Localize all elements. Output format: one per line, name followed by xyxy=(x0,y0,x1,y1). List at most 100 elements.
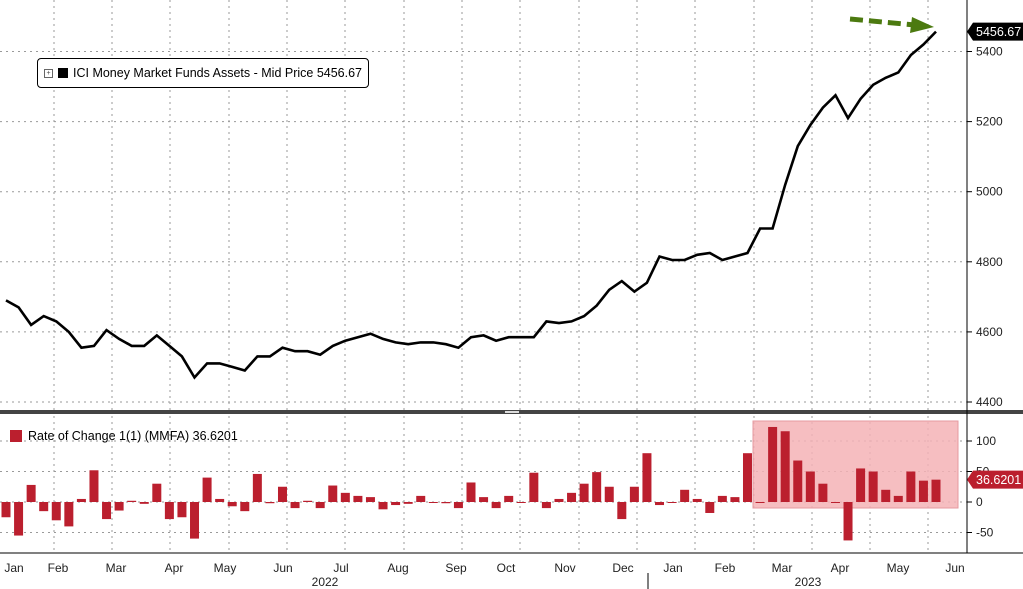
y-tick-label: 100 xyxy=(976,434,996,448)
line-swatch xyxy=(58,68,68,78)
roc-bar xyxy=(365,497,375,502)
roc-bar xyxy=(529,472,539,502)
upper-legend[interactable]: + ICI Money Market Funds Assets - Mid Pr… xyxy=(37,58,370,88)
roc-bar xyxy=(102,502,112,520)
roc-bars xyxy=(1,426,941,541)
x-tick-label: Nov xyxy=(554,561,575,575)
roc-bar xyxy=(742,453,752,502)
roc-bar xyxy=(856,468,866,502)
roc-bar xyxy=(830,502,840,503)
roc-bar xyxy=(466,482,476,502)
x-tick-label: Jun xyxy=(945,561,964,575)
roc-bar xyxy=(918,480,928,502)
roc-bar xyxy=(881,489,891,502)
roc-bar xyxy=(441,502,451,504)
y-tick-label: 5400 xyxy=(976,45,1003,59)
y-tick-label: 0 xyxy=(976,495,983,509)
roc-bar xyxy=(692,498,702,502)
x-tick-label: Dec xyxy=(612,561,633,575)
roc-bar xyxy=(240,502,250,512)
roc-bar xyxy=(504,495,514,502)
roc-bar xyxy=(190,502,200,539)
y-tick-label: 4800 xyxy=(976,255,1003,269)
roc-bar xyxy=(290,502,300,509)
roc-bar xyxy=(1,502,11,518)
x-tick-label: Jan xyxy=(4,561,23,575)
upper-legend-text: ICI Money Market Funds Assets - Mid Pric… xyxy=(73,66,363,80)
roc-bar xyxy=(655,502,665,506)
arrow-shaft xyxy=(849,16,916,28)
roc-bar xyxy=(227,502,237,507)
upper-grid xyxy=(0,0,967,410)
roc-bar xyxy=(127,500,137,502)
roc-bar xyxy=(843,502,853,541)
roc-bar xyxy=(717,495,727,502)
roc-bar xyxy=(667,502,677,503)
roc-bar xyxy=(303,500,313,502)
x-tick-label: Apr xyxy=(165,561,184,575)
roc-bar xyxy=(793,460,803,502)
arrow-head xyxy=(910,17,934,33)
y-tick-label: 4400 xyxy=(976,395,1003,409)
lower-legend-text: Rate of Change 1(1) (MMFA) 36.6201 xyxy=(28,429,238,443)
lower-legend[interactable]: Rate of Change 1(1) (MMFA) 36.6201 xyxy=(10,429,238,443)
roc-bar xyxy=(479,497,489,502)
roc-bar xyxy=(906,471,916,502)
roc-bar xyxy=(604,486,614,502)
roc-bar xyxy=(516,502,526,503)
roc-bar xyxy=(340,492,350,502)
roc-bar xyxy=(629,486,639,502)
roc-bar xyxy=(705,502,715,513)
roc-bar xyxy=(453,502,463,509)
x-tick-label: May xyxy=(214,561,237,575)
x-tick-label: Apr xyxy=(831,561,850,575)
x-tick-label: Jan xyxy=(663,561,682,575)
roc-bar xyxy=(818,483,828,502)
year-label: 2022 xyxy=(312,575,339,589)
x-tick-label: Sep xyxy=(445,561,467,575)
roc-bar xyxy=(14,502,24,536)
roc-bar xyxy=(428,502,438,503)
roc-bar xyxy=(541,502,551,509)
roc-bar xyxy=(642,453,652,502)
roc-bar xyxy=(51,502,61,521)
x-tick-label: Mar xyxy=(106,561,127,575)
x-tick-label: Aug xyxy=(387,561,408,575)
roc-bar xyxy=(893,495,903,502)
last-value-label: 5456.67 xyxy=(967,22,1023,41)
upper-y-ticks: 4400 4600 4800 5000 5200 5400 xyxy=(967,45,1003,409)
roc-bar xyxy=(554,498,564,502)
last-value-text: 5456.67 xyxy=(976,25,1021,39)
roc-bar xyxy=(416,495,426,502)
roc-bar xyxy=(152,483,162,502)
roc-bar xyxy=(177,502,187,518)
roc-bar xyxy=(114,502,124,511)
roc-bar xyxy=(64,502,74,527)
roc-bar xyxy=(353,495,363,502)
roc-bar xyxy=(378,502,388,510)
expand-icon[interactable]: + xyxy=(44,68,53,78)
roc-bar xyxy=(277,486,287,502)
x-tick-label: Mar xyxy=(772,561,793,575)
roc-bar xyxy=(805,471,815,502)
roc-bar xyxy=(265,502,275,504)
roc-bar xyxy=(931,479,941,502)
bar-swatch xyxy=(10,430,22,442)
roc-bar xyxy=(315,502,325,509)
roc-bar xyxy=(139,502,149,504)
y-tick-label: 5000 xyxy=(976,185,1003,199)
panel-splitter[interactable] xyxy=(0,410,1023,414)
roc-bar xyxy=(780,431,790,502)
roc-bar xyxy=(164,502,174,520)
x-tick-label: Jun xyxy=(273,561,292,575)
roc-bar xyxy=(26,484,36,502)
roc-bar xyxy=(252,473,262,502)
roc-bar xyxy=(202,477,212,502)
roc-bar xyxy=(89,470,99,502)
roc-bar xyxy=(76,498,86,502)
green-arrow-icon xyxy=(849,16,934,33)
roc-bar xyxy=(491,502,501,509)
mmfa-line xyxy=(5,30,937,380)
roc-bar xyxy=(868,471,878,502)
roc-bar xyxy=(391,502,401,506)
